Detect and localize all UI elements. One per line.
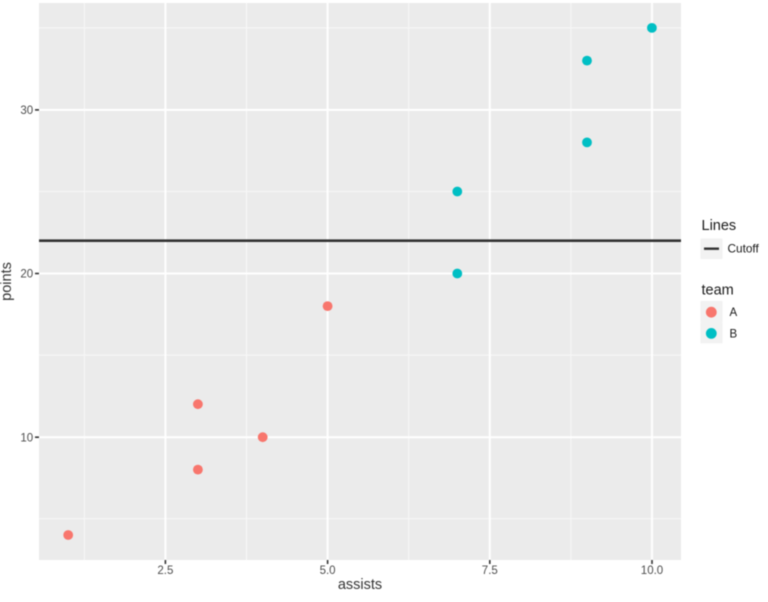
- svg-text:team: team: [702, 283, 734, 299]
- svg-text:2.5: 2.5: [157, 565, 173, 577]
- svg-text:A: A: [730, 307, 738, 319]
- svg-text:10.0: 10.0: [641, 565, 663, 577]
- svg-text:B: B: [730, 328, 738, 340]
- svg-text:10: 10: [20, 432, 33, 444]
- svg-text:Cutoff: Cutoff: [728, 242, 760, 256]
- svg-text:20: 20: [20, 269, 33, 281]
- svg-text:30: 30: [20, 105, 33, 117]
- svg-text:7.5: 7.5: [482, 565, 498, 577]
- svg-text:Lines: Lines: [702, 218, 737, 234]
- svg-text:5.0: 5.0: [320, 565, 336, 577]
- svg-text:points: points: [0, 262, 15, 301]
- svg-text:assists: assists: [338, 577, 382, 593]
